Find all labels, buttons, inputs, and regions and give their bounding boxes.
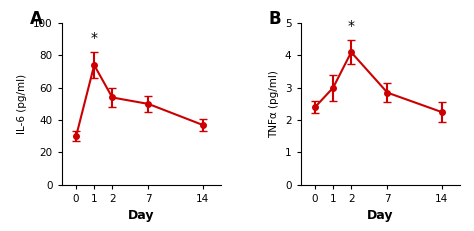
X-axis label: Day: Day bbox=[367, 209, 393, 222]
Text: *: * bbox=[348, 19, 355, 33]
Y-axis label: TNFα (pg/ml): TNFα (pg/ml) bbox=[269, 70, 279, 138]
Y-axis label: IL-6 (pg/ml): IL-6 (pg/ml) bbox=[18, 74, 27, 134]
Text: A: A bbox=[30, 10, 43, 28]
Text: B: B bbox=[269, 10, 281, 28]
Text: *: * bbox=[91, 31, 98, 45]
X-axis label: Day: Day bbox=[128, 209, 155, 222]
